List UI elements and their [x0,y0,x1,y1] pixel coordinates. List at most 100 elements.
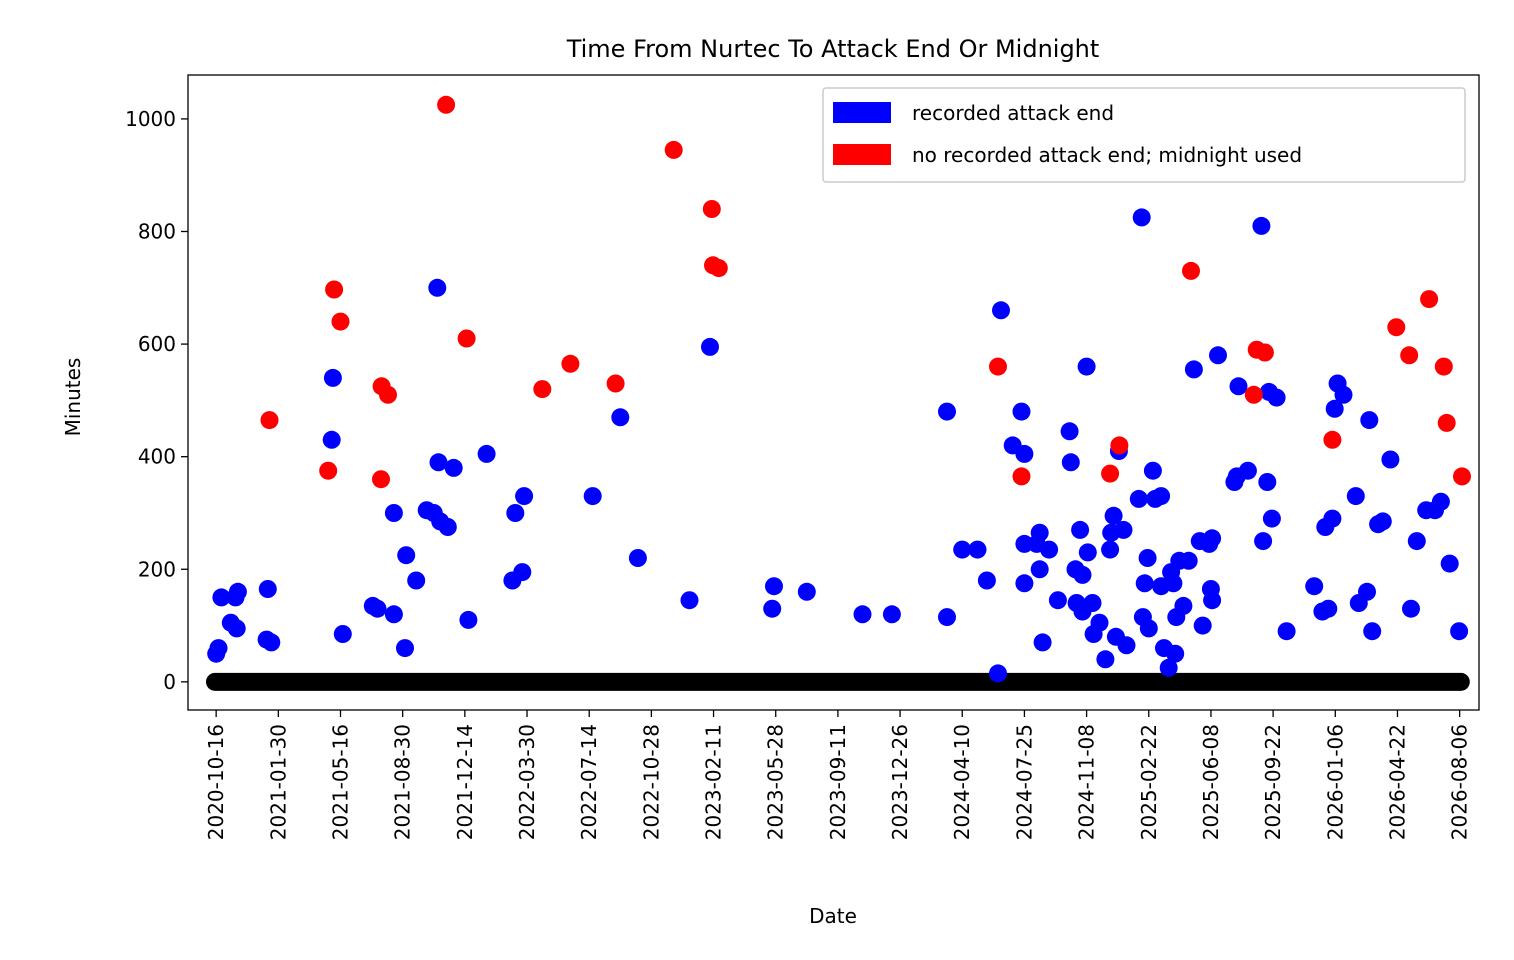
x-tick-label: 2021-01-30 [266,724,290,840]
data-point [228,582,247,601]
data-point [1255,343,1274,362]
x-tick-label: 2025-02-22 [1137,724,1161,840]
data-point [1407,532,1426,551]
data-point [1139,619,1158,638]
x-tick-label: 2023-02-11 [702,724,726,840]
data-point [1096,650,1115,669]
data-point [1015,534,1034,553]
plot-area [205,95,1471,691]
data-point [1090,613,1109,632]
data-point [989,357,1007,376]
data-point [1117,636,1136,655]
data-point [407,571,426,590]
data-point [1402,599,1420,618]
data-point [1135,574,1154,593]
data-point [882,605,901,624]
data-point [260,411,279,430]
data-point [1143,461,1162,480]
data-point [1258,473,1277,491]
data-point [1440,554,1459,573]
data-point [1437,413,1456,432]
data-point [628,549,647,567]
legend: recorded attack end no recorded attack e… [822,87,1466,183]
data-point [1182,261,1200,280]
data-point [702,200,721,218]
data-point [331,312,350,331]
data-point [477,444,496,463]
data-point [853,605,872,624]
data-point [797,582,816,601]
data-point [1061,453,1080,472]
data-point [384,504,403,522]
y-tick-label: 800 [138,219,176,243]
data-point [1174,596,1193,615]
data-point [397,546,416,565]
data-point [1277,622,1296,641]
x-tick-label: 2024-11-08 [1075,724,1099,840]
data-point [1203,529,1222,548]
data-point [533,380,552,399]
x-tick-label: 2026-08-06 [1448,724,1472,840]
data-point [992,301,1010,320]
data-point [1358,582,1376,601]
data-point [1114,520,1133,539]
data-point [1381,450,1400,469]
data-point [1179,551,1198,570]
data-point [1033,633,1052,652]
data-point [323,368,342,387]
data-point [1132,208,1151,227]
data-point [506,504,525,522]
data-point [1252,216,1271,235]
data-point [701,337,719,356]
data-point [1164,574,1183,593]
data-point [379,385,397,404]
data-point [606,374,625,393]
data-point [611,408,630,427]
data-point [1254,532,1273,551]
data-point [1101,540,1120,559]
x-tick-label: 2022-10-28 [639,724,663,840]
data-point [709,259,728,278]
data-point [209,639,228,658]
data-point [1387,318,1406,337]
chart-title: Time From Nurtec To Attack End Or Midnig… [566,35,1100,63]
data-point [368,599,387,618]
data-point [1078,543,1097,562]
data-point [977,571,996,590]
x-tick-label: 2025-09-22 [1261,724,1285,840]
data-point [989,664,1007,683]
x-tick-label: 2020-10-16 [204,724,228,840]
data-point [438,518,457,536]
x-tick-label: 2022-07-14 [577,724,601,840]
data-point [1030,523,1049,542]
data-point [429,453,448,472]
data-point [953,540,972,559]
data-point [1040,540,1059,559]
data-point [1334,385,1353,404]
x-tick-label: 2024-04-10 [950,724,974,840]
y-tick-label: 400 [138,445,176,469]
data-point [1431,492,1450,511]
data-point [437,95,456,114]
series-midnight [260,95,1471,489]
x-axis-title: Date [809,904,857,928]
data-point [1159,658,1178,677]
x-tick-label: 2022-03-30 [515,724,539,840]
data-point [1203,591,1222,610]
data-point [1373,512,1392,531]
data-point [1262,509,1281,528]
data-point [1166,644,1185,663]
data-point [457,329,476,348]
data-point [1077,357,1096,376]
data-point [1346,487,1365,506]
data-point [1360,411,1379,430]
data-point [1129,489,1148,508]
x-tick-label: 2023-09-11 [826,724,850,840]
data-point [1267,388,1286,407]
data-point [680,591,699,610]
data-point [1101,464,1120,483]
data-point [262,633,281,652]
data-point [1434,357,1453,376]
data-point [322,430,341,449]
